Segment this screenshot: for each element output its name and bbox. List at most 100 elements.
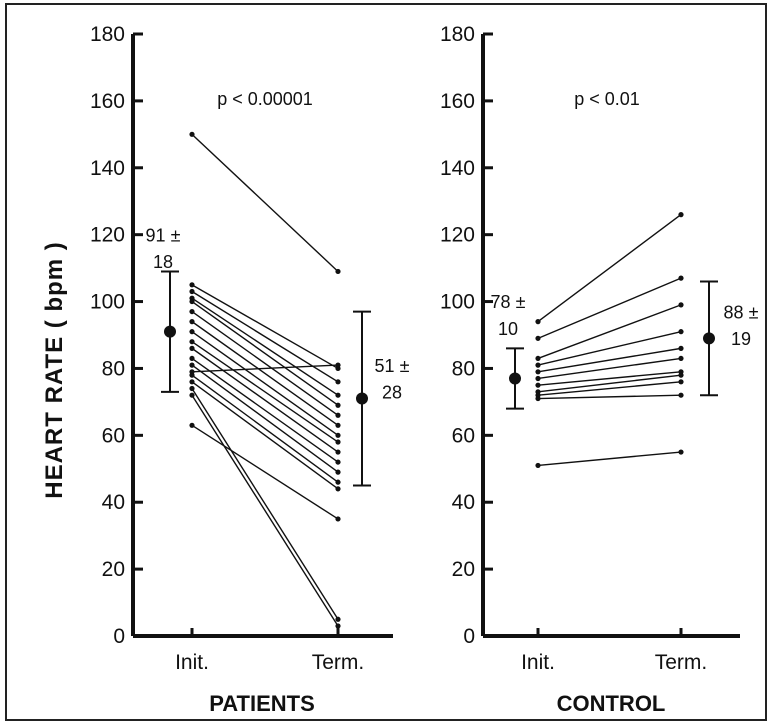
y-tick-label: 40 [452, 491, 475, 514]
subject-point-initial [189, 379, 195, 385]
subject-point-terminal [335, 432, 341, 438]
subject-point-initial [535, 319, 541, 325]
subject-point-terminal [335, 516, 341, 522]
y-axis-label: HEART RATE ( bpm ) [41, 241, 68, 499]
y-tick-label: 0 [113, 625, 125, 648]
mean-marker [703, 332, 715, 345]
subject-point-initial [189, 319, 195, 325]
subject-line [191, 300, 339, 406]
subject-line [191, 381, 339, 490]
y-tick-label: 160 [440, 90, 475, 113]
subject-line [191, 331, 339, 436]
subject-line [537, 304, 682, 360]
figure-border [5, 3, 767, 721]
y-tick-label: 0 [463, 625, 475, 648]
subject-point-initial [189, 422, 195, 428]
mean-marker [164, 325, 176, 338]
subject-point-initial [535, 335, 541, 341]
subject-line [537, 214, 682, 323]
subject-line [537, 347, 682, 373]
terminal-sd-label: 28 [382, 383, 402, 403]
terminal-sd-label: 19 [731, 329, 751, 349]
subject-point-initial [189, 282, 195, 288]
subject-point-terminal [335, 392, 341, 398]
subject-line [537, 330, 682, 366]
subject-line [191, 133, 339, 272]
subject-point-terminal [335, 479, 341, 485]
subject-point-terminal [335, 379, 341, 385]
subject-point-terminal [335, 623, 341, 629]
subject-point-initial [189, 355, 195, 362]
subject-point-terminal [335, 268, 341, 275]
subject-point-terminal [678, 449, 684, 455]
subject-point-terminal [678, 329, 684, 335]
subject-point-initial [535, 355, 541, 362]
subject-line [537, 374, 682, 393]
subject-point-initial [189, 308, 195, 315]
y-tick-label: 80 [452, 357, 475, 380]
subject-point-terminal [335, 449, 341, 455]
subject-point-initial [189, 345, 195, 351]
subject-point-initial [189, 131, 195, 137]
subject-point-terminal [335, 459, 341, 465]
p-value-annotation: p < 0.00001 [217, 89, 313, 109]
subject-point-initial [189, 339, 195, 345]
initial-sd-label: 10 [498, 319, 518, 339]
subject-line [537, 371, 682, 386]
subject-line [191, 347, 339, 453]
terminal-mean-label: 88 ± [724, 302, 759, 322]
subject-line [537, 394, 682, 400]
initial-mean-label: 78 ± [491, 292, 526, 312]
y-tick-label: 40 [102, 491, 125, 514]
mean-marker [509, 372, 521, 385]
p-value-annotation: p < 0.01 [574, 89, 640, 109]
subject-line [191, 311, 339, 416]
x-tick-label: Init. [521, 651, 555, 674]
subject-line [191, 321, 339, 426]
subject-line [191, 374, 339, 483]
subject-point-terminal [335, 616, 341, 622]
subject-line [537, 357, 682, 380]
subject-point-initial [535, 382, 541, 388]
subject-point-terminal [335, 402, 341, 408]
y-tick-label: 100 [440, 291, 475, 314]
y-tick-label: 60 [102, 424, 125, 447]
subject-point-initial [189, 329, 195, 335]
terminal-mean-label: 51 ± [375, 356, 410, 376]
group-label: PATIENTS [209, 691, 315, 716]
subject-line [537, 451, 682, 467]
subject-line [191, 297, 339, 396]
subject-point-initial [535, 375, 541, 382]
subject-point-terminal [335, 362, 341, 368]
subject-point-initial [535, 462, 541, 469]
subject-point-initial [189, 385, 195, 392]
y-tick-label: 100 [90, 291, 125, 314]
subject-line [537, 277, 682, 339]
subject-line [191, 364, 339, 373]
subject-point-initial [189, 362, 195, 368]
subject-point-initial [189, 392, 195, 398]
y-tick-label: 140 [90, 157, 125, 180]
y-tick-label: 120 [90, 224, 125, 247]
mean-marker [356, 392, 368, 405]
subject-point-initial [535, 395, 541, 402]
subject-point-terminal [678, 212, 684, 218]
subject-point-terminal [335, 486, 341, 492]
subject-point-terminal [678, 379, 684, 385]
subject-point-terminal [335, 412, 341, 418]
subject-line [191, 341, 339, 443]
initial-mean-label: 91 ± [146, 225, 181, 245]
subject-line [191, 284, 339, 370]
y-tick-label: 180 [440, 23, 475, 46]
control-panel: 0 20 40 60 80 100 120 140 160 180 Init. Term. CONTRO… [440, 23, 759, 716]
subject-line [191, 388, 339, 620]
y-tick-label: 20 [102, 558, 125, 581]
x-tick-label: Init. [175, 651, 209, 674]
y-tick-label: 120 [440, 224, 475, 247]
subject-line [537, 381, 682, 396]
y-tick-label: 20 [452, 558, 475, 581]
y-tick-label: 140 [440, 157, 475, 180]
subject-point-initial [535, 369, 541, 375]
x-tick-label: Term. [312, 651, 365, 674]
subject-line [191, 394, 339, 627]
